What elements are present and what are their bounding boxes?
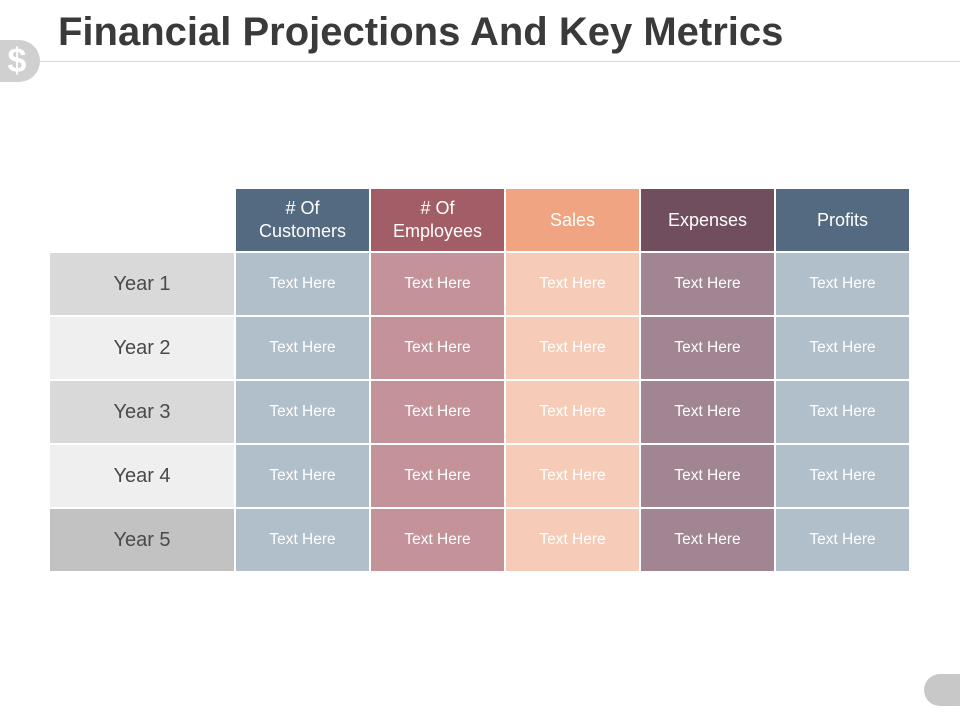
table-row: Year 5 Text Here Text Here Text Here Tex… bbox=[50, 509, 909, 571]
table-cell: Text Here bbox=[371, 381, 504, 443]
column-header-customers: # Of Customers bbox=[236, 189, 369, 251]
row-label-year-3: Year 3 bbox=[50, 381, 234, 443]
dollar-symbol: $ bbox=[7, 42, 27, 80]
table-cell: Text Here bbox=[641, 381, 774, 443]
corner-cell bbox=[50, 189, 234, 251]
table-cell: Text Here bbox=[506, 445, 639, 507]
table-cell: Text Here bbox=[776, 509, 909, 571]
table-cell: Text Here bbox=[641, 509, 774, 571]
table-cell: Text Here bbox=[776, 445, 909, 507]
row-label-year-4: Year 4 bbox=[50, 445, 234, 507]
table-cell: Text Here bbox=[506, 381, 639, 443]
header-row: # Of Customers # Of Employees Sales Expe… bbox=[50, 189, 909, 251]
row-label-year-1: Year 1 bbox=[50, 253, 234, 315]
table-cell: Text Here bbox=[236, 317, 369, 379]
row-label-year-2: Year 2 bbox=[50, 317, 234, 379]
column-header-employees: # Of Employees bbox=[371, 189, 504, 251]
table-cell: Text Here bbox=[236, 509, 369, 571]
slide-nav-pill[interactable] bbox=[924, 674, 960, 706]
table-row: Year 1 Text Here Text Here Text Here Tex… bbox=[50, 253, 909, 315]
table-row: Year 2 Text Here Text Here Text Here Tex… bbox=[50, 317, 909, 379]
table-cell: Text Here bbox=[371, 317, 504, 379]
column-header-expenses: Expenses bbox=[641, 189, 774, 251]
table-cell: Text Here bbox=[371, 445, 504, 507]
table-cell: Text Here bbox=[641, 317, 774, 379]
table-cell: Text Here bbox=[641, 253, 774, 315]
row-label-year-5: Year 5 bbox=[50, 509, 234, 571]
table-cell: Text Here bbox=[506, 509, 639, 571]
page-title: Financial Projections And Key Metrics bbox=[58, 10, 784, 54]
table-cell: Text Here bbox=[506, 253, 639, 315]
table-row: Year 4 Text Here Text Here Text Here Tex… bbox=[50, 445, 909, 507]
title-divider bbox=[38, 61, 960, 62]
table-cell: Text Here bbox=[776, 317, 909, 379]
table-cell: Text Here bbox=[236, 381, 369, 443]
table-cell: Text Here bbox=[371, 509, 504, 571]
table-cell: Text Here bbox=[641, 445, 774, 507]
metrics-table: # Of Customers # Of Employees Sales Expe… bbox=[48, 187, 911, 573]
dollar-sign-icon: $ bbox=[0, 40, 40, 82]
table-row: Year 3 Text Here Text Here Text Here Tex… bbox=[50, 381, 909, 443]
table-cell: Text Here bbox=[776, 381, 909, 443]
column-header-profits: Profits bbox=[776, 189, 909, 251]
table-cell: Text Here bbox=[236, 445, 369, 507]
table-cell: Text Here bbox=[236, 253, 369, 315]
table-cell: Text Here bbox=[506, 317, 639, 379]
table-cell: Text Here bbox=[371, 253, 504, 315]
column-header-sales: Sales bbox=[506, 189, 639, 251]
table-cell: Text Here bbox=[776, 253, 909, 315]
